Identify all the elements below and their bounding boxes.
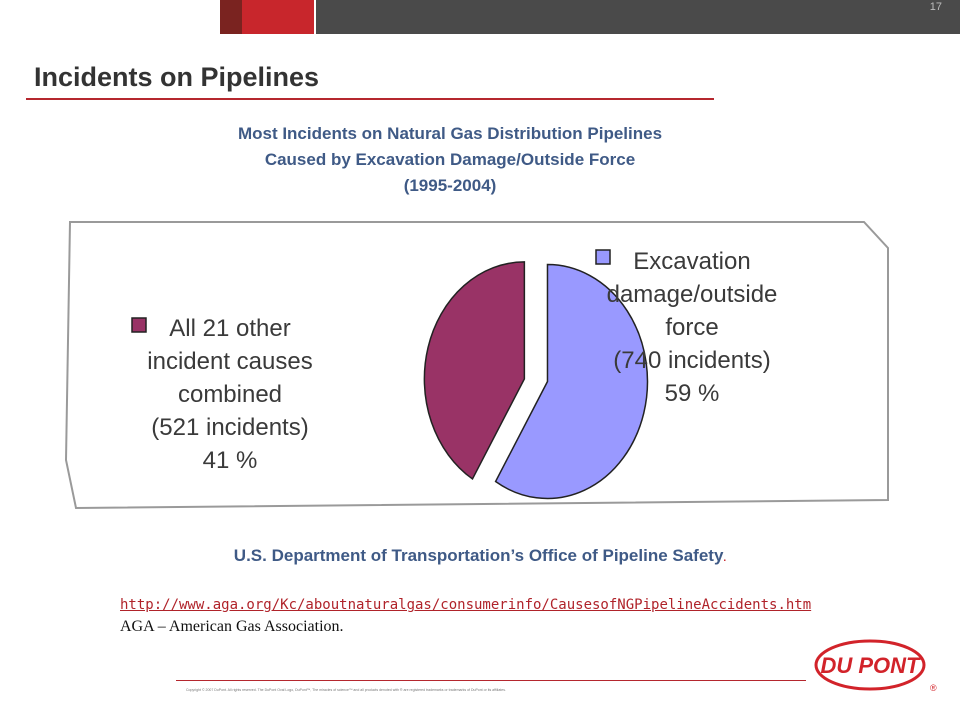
slice-label-0-line-3: (740 incidents)	[613, 347, 770, 374]
aga-link[interactable]: http://www.aga.org/Kc/aboutnaturalgas/co…	[120, 597, 812, 613]
slice-label-1-line-0: All 21 other	[169, 315, 290, 342]
logo-registered-mark: ®	[930, 683, 937, 693]
dupont-logo: DU PONT ®	[812, 637, 942, 702]
pie-chart: Excavation damage/outside force (740 incide…	[62, 212, 894, 512]
chart-title: Most Incidents on Natural Gas Distributi…	[150, 121, 750, 199]
slice-label-1-line-3: (521 incidents)	[151, 414, 308, 441]
header-bar	[316, 0, 960, 34]
legend-swatch-0	[595, 249, 611, 265]
slice-label-0-line-0: Excavation	[633, 248, 750, 275]
pie-chart-canvas: Excavation damage/outside force (740 incide…	[64, 221, 889, 510]
slice-label-0-line-1: damage/outside	[607, 281, 778, 308]
aga-note: AGA – American Gas Association.	[120, 618, 344, 635]
chart-title-line-2: Caused by Excavation Damage/Outside Forc…	[264, 150, 636, 169]
chart-title-line-1: Most Incidents on Natural Gas Distributi…	[237, 124, 663, 143]
copyright-text: Copyright © 2007 DuPont. All rights rese…	[186, 688, 506, 692]
slice-label-0-line-4: 59 %	[665, 380, 720, 407]
legend-swatch-1	[131, 317, 147, 333]
footer-rule	[176, 680, 806, 681]
source-text: U.S. Department of Transportation’s Offi…	[233, 546, 724, 565]
source-citation: U.S. Department of Transportation’s Offi…	[0, 546, 960, 566]
slide-title: Incidents on Pipelines	[34, 62, 320, 92]
title-underline	[26, 98, 714, 100]
slice-label-1-line-1: incident causes	[147, 348, 312, 375]
slice-label-1-line-4: 41 %	[203, 447, 258, 474]
slide-number: 17	[929, 1, 942, 13]
logo-wordmark: DU PONT	[821, 653, 922, 678]
slice-label-0-line-2: force	[665, 314, 718, 341]
chart-title-line-3: (1995-2004)	[403, 176, 497, 195]
source-dot: .	[723, 553, 727, 564]
header-accent-dark	[220, 0, 242, 34]
pie-slice-0	[494, 263, 649, 500]
pie-slice-1	[423, 261, 526, 481]
slice-label-1-line-2: combined	[178, 381, 282, 408]
header-accent-red	[242, 0, 314, 34]
logo-oval	[814, 639, 926, 691]
